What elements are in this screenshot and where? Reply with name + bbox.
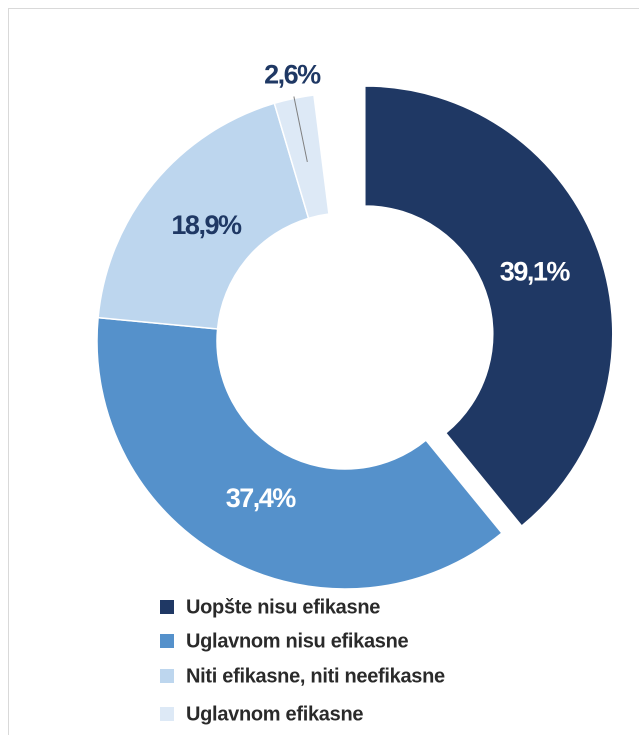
legend-swatch xyxy=(160,707,174,721)
legend-label: Uglavnom nisu efikasne xyxy=(186,630,409,652)
legend-label: Uglavnom efikasne xyxy=(186,703,363,725)
slice xyxy=(273,94,330,220)
slice xyxy=(96,316,503,590)
slice xyxy=(364,85,614,528)
leader-line xyxy=(293,96,308,163)
data-label: 37,4% xyxy=(226,483,297,513)
legend-label: Niti efikasne, niti neefikasne xyxy=(186,665,445,687)
slice xyxy=(97,102,310,330)
data-label: 18,9% xyxy=(171,210,242,240)
legend-swatch xyxy=(160,634,174,648)
data-label: 39,1% xyxy=(500,257,571,287)
legend-label: Uopšte nisu efikasne xyxy=(186,596,380,618)
legend-swatch xyxy=(160,600,174,614)
data-label: 2,6% xyxy=(264,60,321,90)
legend-swatch xyxy=(160,669,174,683)
